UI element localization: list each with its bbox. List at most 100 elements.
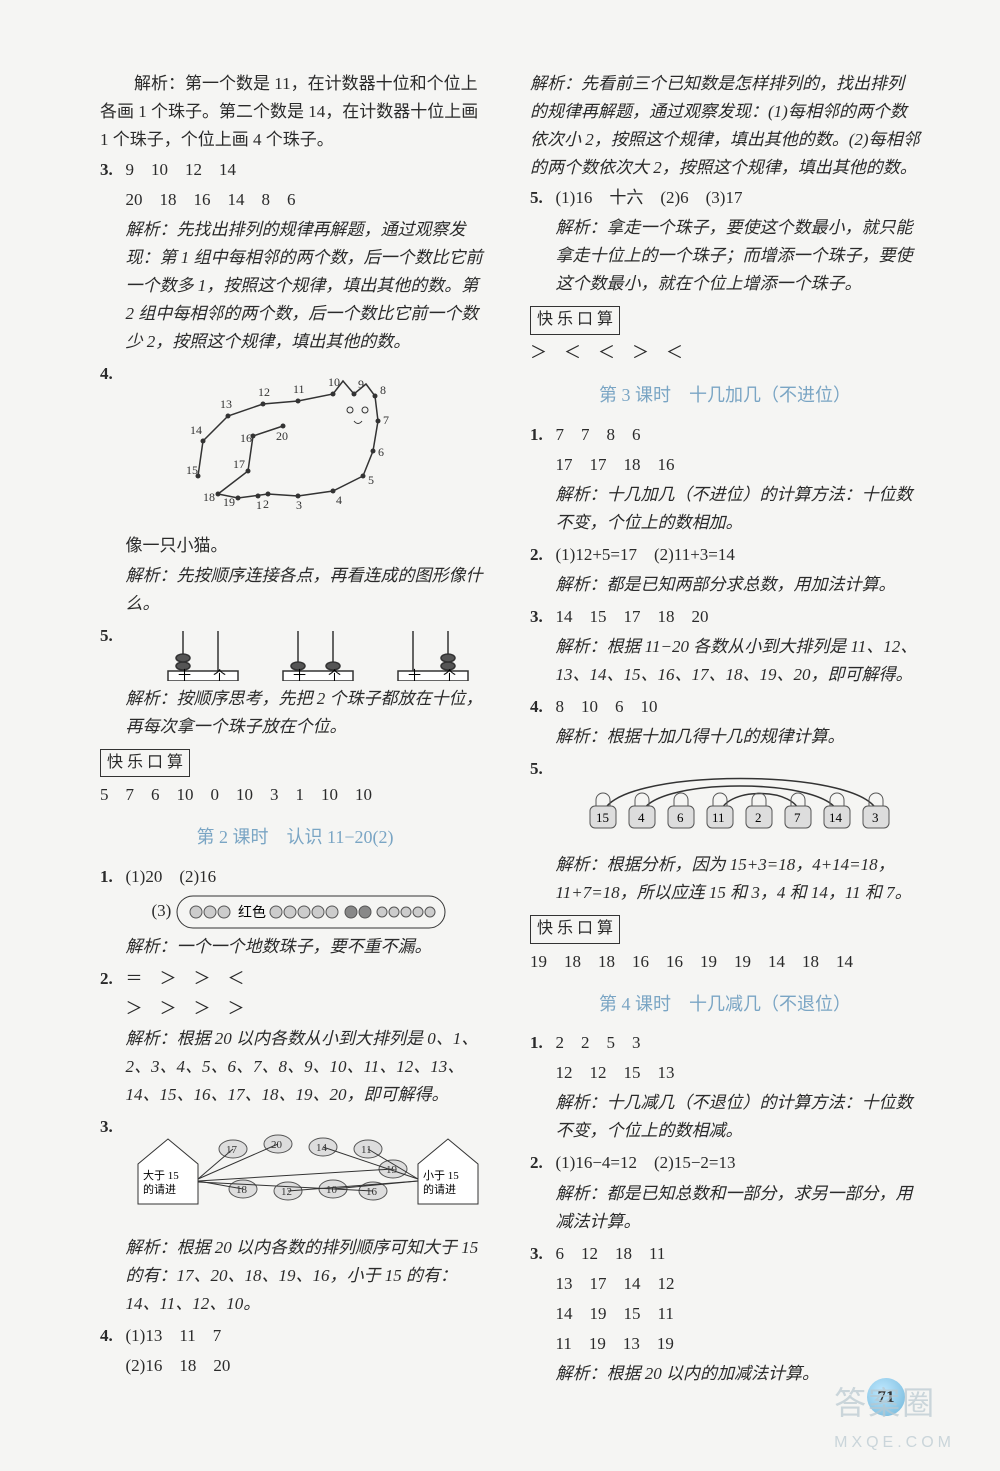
svg-text:7: 7 xyxy=(383,413,389,427)
svg-text:14: 14 xyxy=(190,423,202,437)
svg-text:12: 12 xyxy=(281,1186,292,1198)
answer-line: (1)16−4=12 (2)15−2=13 xyxy=(556,1149,921,1177)
s3-question-3: 3. 14 15 17 18 20 解析：根据 11−20 各数从小到大排列是 … xyxy=(530,603,920,691)
question-body: (1)20 (2)16 (3) 红色 xyxy=(126,863,491,963)
cat-svg: 15 14 13 12 11 10 9 8 7 6 5 4 3 xyxy=(168,366,448,516)
answer-line: (1)13 11 7 xyxy=(126,1322,491,1350)
svg-text:20: 20 xyxy=(276,429,288,443)
svg-text:大于 15: 大于 15 xyxy=(143,1168,179,1182)
svg-text:10: 10 xyxy=(326,1184,338,1196)
question-4: 4. 15 14 13 12 11 10 xyxy=(100,360,490,619)
svg-text:7: 7 xyxy=(794,810,801,825)
analysis-text: 解析：先按顺序连接各点，再看连成的图形像什么。 xyxy=(126,562,491,618)
question-number: 4. xyxy=(100,1322,126,1382)
question-number: 3. xyxy=(530,603,556,691)
page: 解析：第一个数是 11，在计数器十位和个位上各画 1 个珠子。第二个数是 14，… xyxy=(100,70,920,1392)
analysis-text: 解析：先找出排列的规律再解题，通过观察发现：第 1 组中每相邻的两个数，后一个数… xyxy=(126,216,491,356)
analysis-text: 解析：都是已知总数和一部分，求另一部分，用减法计算。 xyxy=(556,1180,921,1236)
svg-text:的请进: 的请进 xyxy=(143,1182,176,1196)
analysis-text: 解析：根据分析，因为 15+3=18，4+14=18，11+7=18，所以应连 … xyxy=(556,851,921,907)
svg-text:11: 11 xyxy=(712,810,725,825)
section-3-title: 第 3 课时 十几加几（不进位） xyxy=(530,381,920,411)
lock-icon: 3 xyxy=(863,793,889,828)
svg-text:16: 16 xyxy=(366,1186,378,1198)
question-body: 14 15 17 18 20 解析：根据 11−20 各数从小到大排列是 11、… xyxy=(556,603,921,691)
lock-arc-figure: 15 4 6 11 2 7 14 3 xyxy=(556,761,921,845)
svg-text:4: 4 xyxy=(336,493,342,507)
section-4-title: 第 4 课时 十几减几（不退位） xyxy=(530,990,920,1020)
s2-question-2: 2. ＝ ＞ ＞ ＜ ＞ ＞ ＞ ＞ 解析：根据 20 以内各数从小到大排列是 … xyxy=(100,965,490,1111)
svg-text:14: 14 xyxy=(829,810,843,825)
question-body: 十个 十个 xyxy=(126,622,491,743)
answer-line: 2 2 5 3 xyxy=(556,1029,921,1057)
question-body: 15 14 13 12 11 10 9 8 7 6 5 4 3 xyxy=(126,360,491,619)
lock-icon: 6 xyxy=(668,793,694,828)
answer-line: 14 19 15 11 xyxy=(556,1300,921,1328)
question-body: ＝ ＞ ＞ ＜ ＞ ＞ ＞ ＞ 解析：根据 20 以内各数从小到大排列是 0、1… xyxy=(126,965,491,1111)
s3-question-1: 1. 7 7 8 6 17 17 18 16 解析：十几加几（不进位）的计算方法… xyxy=(530,421,920,539)
question-number: 5. xyxy=(530,755,556,909)
lock-icon: 4 xyxy=(629,793,655,828)
s2-question-3: 3. 大于 15 的请进 小于 15 xyxy=(100,1113,490,1320)
answer-line: 14 15 17 18 20 xyxy=(556,603,921,631)
section-2-title: 第 2 课时 认识 11−20(2) xyxy=(100,823,490,853)
question-3: 3. 9 10 12 14 20 18 16 14 8 6 解析：先找出排列的规… xyxy=(100,156,490,358)
analysis-text: 解析：第一个数是 11，在计数器十位和个位上各画 1 个珠子。第二个数是 14，… xyxy=(100,70,490,154)
bee-house-figure: 大于 15 的请进 小于 15 的请进 17 20 14 xyxy=(126,1119,491,1228)
answer-line: 17 17 18 16 xyxy=(556,451,921,479)
question-number: 3. xyxy=(100,1113,126,1320)
abacus-row: 十个 十个 xyxy=(146,626,491,681)
happy-calc-values: ＞ ＜ ＜ ＞ ＜ xyxy=(530,339,920,367)
question-number: 2. xyxy=(530,541,556,601)
analysis-text: 解析：根据 20 以内各数从小到大排列是 0、1、2、3、4、5、6、7、8、9… xyxy=(126,1025,491,1109)
analysis-text: 解析：十几加几（不进位）的计算方法：十位数不变，个位上的数相加。 xyxy=(556,481,921,537)
svg-text:3: 3 xyxy=(872,810,879,825)
svg-text:4: 4 xyxy=(638,810,645,825)
s3-question-2: 2. (1)12+5=17 (2)11+3=14 解析：都是已知两部分求总数，用… xyxy=(530,541,920,601)
question-body: (1)16−4=12 (2)15−2=13 解析：都是已知总数和一部分，求另一部… xyxy=(556,1149,921,1237)
question-body: 9 10 12 14 20 18 16 14 8 6 解析：先找出排列的规律再解… xyxy=(126,156,491,358)
analysis-text: 解析：十几减几（不退位）的计算方法：十位数不变，个位上的数相减。 xyxy=(556,1089,921,1145)
analysis-text: 解析：根据 11−20 各数从小到大排列是 11、12、13、14、15、16、… xyxy=(556,633,921,689)
question-number: 4. xyxy=(100,360,126,619)
r-question-5: 5. (1)16 十六 (2)6 (3)17 解析：拿走一个珠子，要使这个数最小… xyxy=(530,184,920,300)
svg-text:13: 13 xyxy=(220,397,232,411)
svg-text:10: 10 xyxy=(328,375,340,389)
watermark: 答案圈 MXQE.COM xyxy=(834,1377,955,1456)
caption: 像一只小猫。 xyxy=(126,532,491,560)
question-body: 8 10 6 10 解析：根据十加几得十几的规律计算。 xyxy=(556,693,921,753)
question-5: 5. 十个 xyxy=(100,622,490,743)
answer-line: 20 18 16 14 8 6 xyxy=(126,186,491,214)
svg-text:小于 15: 小于 15 xyxy=(423,1169,459,1182)
svg-text:5: 5 xyxy=(368,473,374,487)
s4-question-3: 3. 6 12 18 11 13 17 14 12 14 19 15 11 11… xyxy=(530,1240,920,1390)
svg-text:3: 3 xyxy=(296,498,302,512)
question-number: 1. xyxy=(100,863,126,963)
watermark-main: 答案圈 xyxy=(834,1385,936,1421)
answer-line: (1)12+5=17 (2)11+3=14 xyxy=(556,541,921,569)
question-number: 2. xyxy=(530,1149,556,1237)
svg-text:15: 15 xyxy=(186,463,198,477)
watermark-sub: MXQE.COM xyxy=(834,1430,955,1456)
svg-text:16: 16 xyxy=(240,431,252,445)
svg-text:个: 个 xyxy=(328,668,341,681)
cat-dot-figure: 15 14 13 12 11 10 9 8 7 6 5 4 3 xyxy=(126,366,491,525)
svg-text:个: 个 xyxy=(443,668,456,681)
lock-icon: 14 xyxy=(824,793,850,828)
svg-text:6: 6 xyxy=(378,445,384,459)
analysis-text: 解析：根据 20 以内各数的排列顺序可知大于 15 的有：17、20、18、19… xyxy=(126,1234,491,1318)
abacus: 十个 xyxy=(163,626,243,681)
svg-text:十: 十 xyxy=(178,668,191,681)
svg-text:11: 11 xyxy=(293,382,305,396)
answer-line: (1)20 (2)16 xyxy=(126,863,491,891)
question-number: 2. xyxy=(100,965,126,1111)
sub-label: (3) xyxy=(152,901,172,920)
question-number: 1. xyxy=(530,421,556,539)
svg-text:6: 6 xyxy=(677,810,684,825)
left-column: 解析：第一个数是 11，在计数器十位和个位上各画 1 个珠子。第二个数是 14，… xyxy=(100,70,490,1392)
s4-question-2: 2. (1)16−4=12 (2)15−2=13 解析：都是已知总数和一部分，求… xyxy=(530,1149,920,1237)
svg-text:1: 1 xyxy=(256,498,262,512)
question-number: 5. xyxy=(100,622,126,743)
answer-line: 12 12 15 13 xyxy=(556,1059,921,1087)
svg-text:个: 个 xyxy=(213,668,226,681)
